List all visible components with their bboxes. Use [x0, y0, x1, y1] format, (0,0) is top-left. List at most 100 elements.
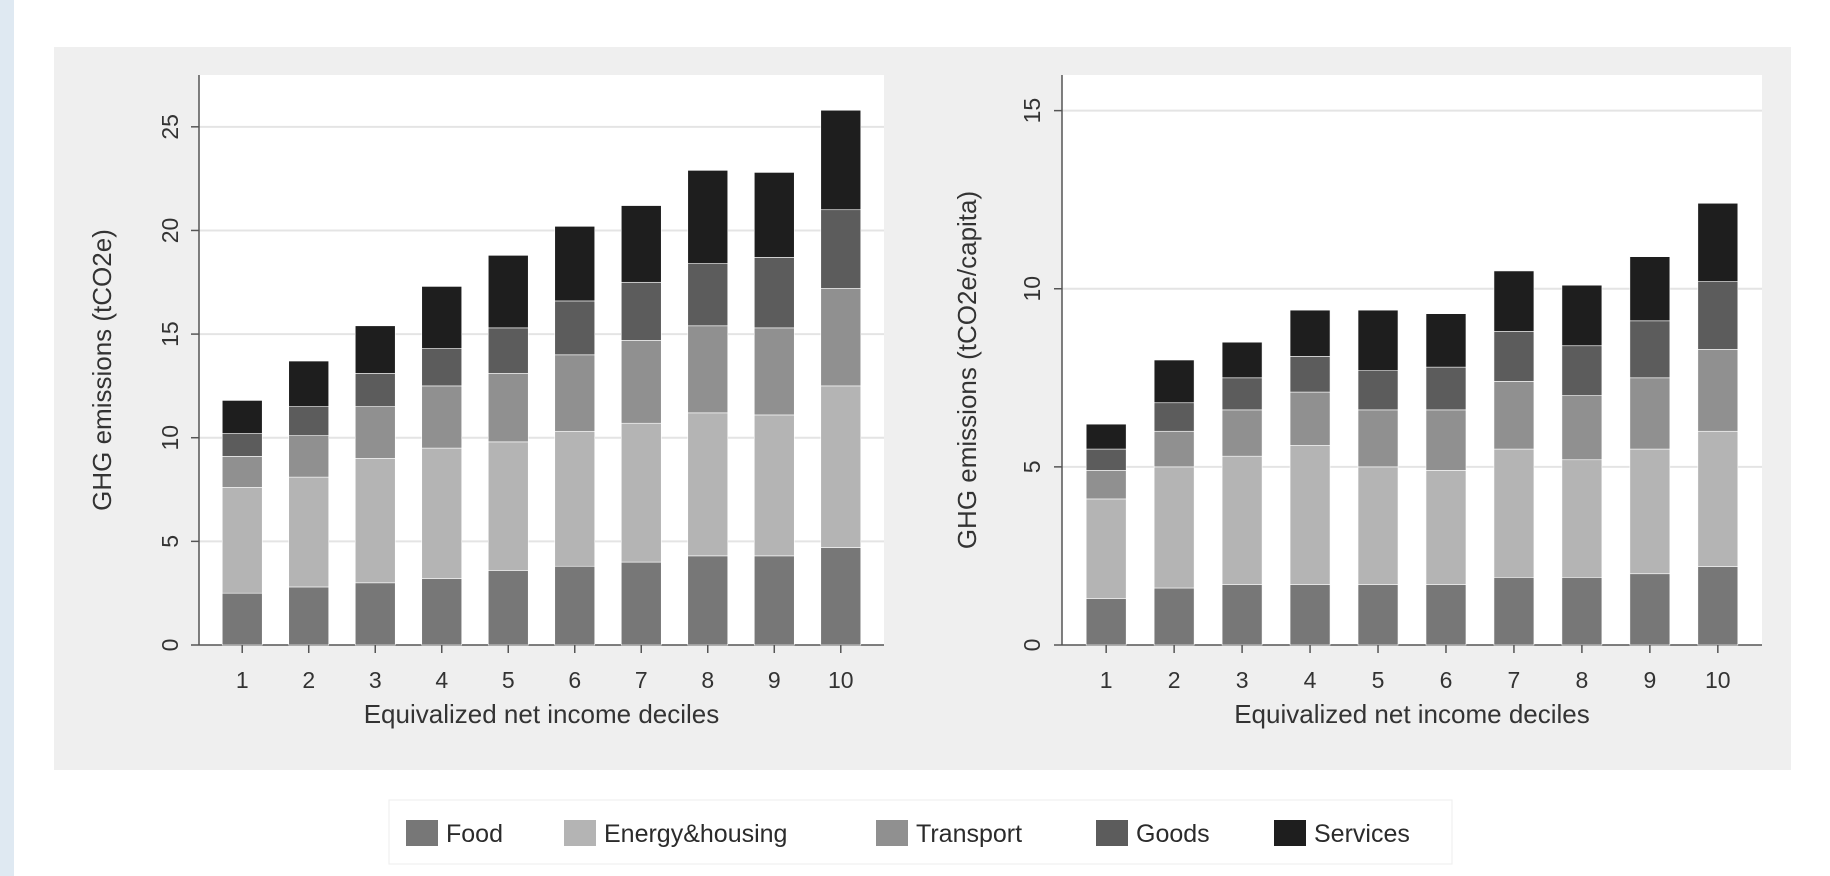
x-tick-label: 6: [568, 667, 581, 693]
bar-segment-transport: [1153, 430, 1195, 468]
y-tick-label: 15: [1019, 98, 1045, 124]
y-tick-label: 10: [1019, 276, 1045, 302]
bar-segment-energy-housing: [288, 476, 330, 588]
bar-segment-services: [221, 400, 263, 434]
bar-segment-transport: [1221, 409, 1263, 457]
bar-segment-energy-housing: [1425, 470, 1467, 585]
x-tick-label: 9: [1643, 667, 1656, 693]
bar-segment-goods: [620, 281, 662, 341]
bar-segment-services: [288, 360, 330, 407]
legend-swatch-services: [1274, 820, 1306, 846]
bar-segment-services: [620, 205, 662, 283]
bar-segment-transport: [421, 385, 463, 449]
bar-segment-goods: [687, 263, 729, 327]
bar-segment-energy-housing: [487, 441, 529, 571]
bar-segment-transport: [1085, 470, 1127, 500]
bar-segment-food: [487, 570, 529, 646]
bar-segment-services: [1425, 313, 1467, 368]
figure-frame: 0 5 10 15 20 25 1 2 3 4 5 6 7 8 9 10 Equivalized net inc…: [14, 0, 1830, 876]
bar-segment-goods: [487, 327, 529, 374]
bar-segment-transport: [1289, 391, 1331, 446]
bar-segment-food: [1425, 584, 1467, 646]
bar-segment-goods: [1289, 356, 1331, 393]
chart-total-emissions: 0 5 10 15 20 25 1 2 3 4 5 6 7 8 9 10 Equivalized net inc…: [87, 75, 884, 729]
bar-segment-food: [288, 586, 330, 646]
bar-segment-energy-housing: [421, 447, 463, 579]
bar-segment-energy-housing: [1085, 498, 1127, 599]
legend-swatch-food: [406, 820, 438, 846]
bar-segment-services: [1085, 423, 1127, 450]
bar-segment-food: [1357, 584, 1399, 646]
y-tick-label: 20: [157, 218, 183, 244]
bar-segment-food: [1697, 566, 1739, 646]
x-axis-title: Equivalized net income deciles: [364, 699, 720, 729]
bar-segment-transport: [1629, 377, 1671, 450]
y-tick-label: 15: [157, 321, 183, 347]
bar-segment-energy-housing: [753, 414, 795, 557]
bar-segment-energy-housing: [1289, 445, 1331, 585]
x-tick-label: 9: [768, 667, 781, 693]
legend-swatch-energy-housing: [564, 820, 596, 846]
x-tick-label: 4: [1304, 667, 1317, 693]
bar-segment-services: [820, 109, 862, 211]
chart-per-capita-emissions: 0 5 10 15 1 2 3 4 5 6 7 8 9 10 Equivalized net income …: [952, 75, 1762, 729]
bar-segment-goods: [421, 348, 463, 387]
bar-segment-goods: [1697, 281, 1739, 350]
bar-segment-transport: [354, 406, 396, 459]
bar-segment-transport: [1425, 409, 1467, 471]
legend-label-food: Food: [446, 820, 503, 848]
bar-segment-goods: [1425, 366, 1467, 411]
bar-segment-services: [421, 286, 463, 349]
bar-segment-goods: [1153, 402, 1195, 432]
bar-segment-food: [1289, 584, 1331, 646]
x-tick-label: 1: [236, 667, 249, 693]
x-axis-title: Equivalized net income deciles: [1234, 699, 1590, 729]
bar-segment-food: [421, 578, 463, 646]
bar-segment-transport: [288, 435, 330, 478]
y-tick-label: 0: [157, 639, 183, 652]
bar-segment-goods: [288, 406, 330, 436]
x-tick-label: 6: [1440, 667, 1453, 693]
y-tick-label: 25: [157, 114, 183, 140]
bar-segment-energy-housing: [1629, 448, 1671, 575]
bar-segment-energy-housing: [1357, 466, 1399, 585]
x-tick-label: 8: [701, 667, 714, 693]
bar-segment-transport: [1561, 395, 1603, 461]
bar-segment-energy-housing: [620, 422, 662, 563]
x-tick-label: 10: [1705, 667, 1731, 693]
bar-segment-food: [1561, 577, 1603, 646]
bar-segment-food: [354, 582, 396, 646]
bar-segment-transport: [221, 456, 263, 488]
x-tick-label: 2: [302, 667, 315, 693]
bar-segment-energy-housing: [687, 412, 729, 557]
bar-segment-food: [620, 561, 662, 646]
bar-segment-goods: [1493, 331, 1535, 382]
x-tick-label: 1: [1100, 667, 1113, 693]
x-tick-label: 4: [435, 667, 448, 693]
x-tick-label: 3: [1236, 667, 1249, 693]
x-tick-label: 5: [502, 667, 515, 693]
bar-segment-goods: [554, 300, 596, 356]
bar-segment-services: [1221, 341, 1263, 379]
bar-segment-food: [554, 565, 596, 646]
bar-segment-services: [753, 172, 795, 258]
bar-segment-energy-housing: [820, 385, 862, 548]
x-tick-label: 7: [635, 667, 648, 693]
bar-segment-food: [1629, 573, 1671, 646]
legend-swatch-goods: [1096, 820, 1128, 846]
y-tick-label: 5: [1019, 460, 1045, 473]
legend-label-transport: Transport: [916, 820, 1022, 848]
bar-segment-food: [753, 555, 795, 646]
bar-segment-energy-housing: [554, 431, 596, 567]
bar-segment-goods: [354, 373, 396, 407]
bar-segment-goods: [1629, 320, 1671, 379]
y-tick-label: 0: [1019, 639, 1045, 652]
bar-segment-energy-housing: [1221, 455, 1263, 585]
bar-segment-transport: [1697, 349, 1739, 432]
x-tick-label: 5: [1372, 667, 1385, 693]
bar-segment-transport: [620, 340, 662, 424]
bar-segment-energy-housing: [221, 487, 263, 594]
bar-segment-goods: [1357, 370, 1399, 411]
bar-segment-goods: [1085, 448, 1127, 471]
bar-segment-energy-housing: [1697, 430, 1739, 567]
